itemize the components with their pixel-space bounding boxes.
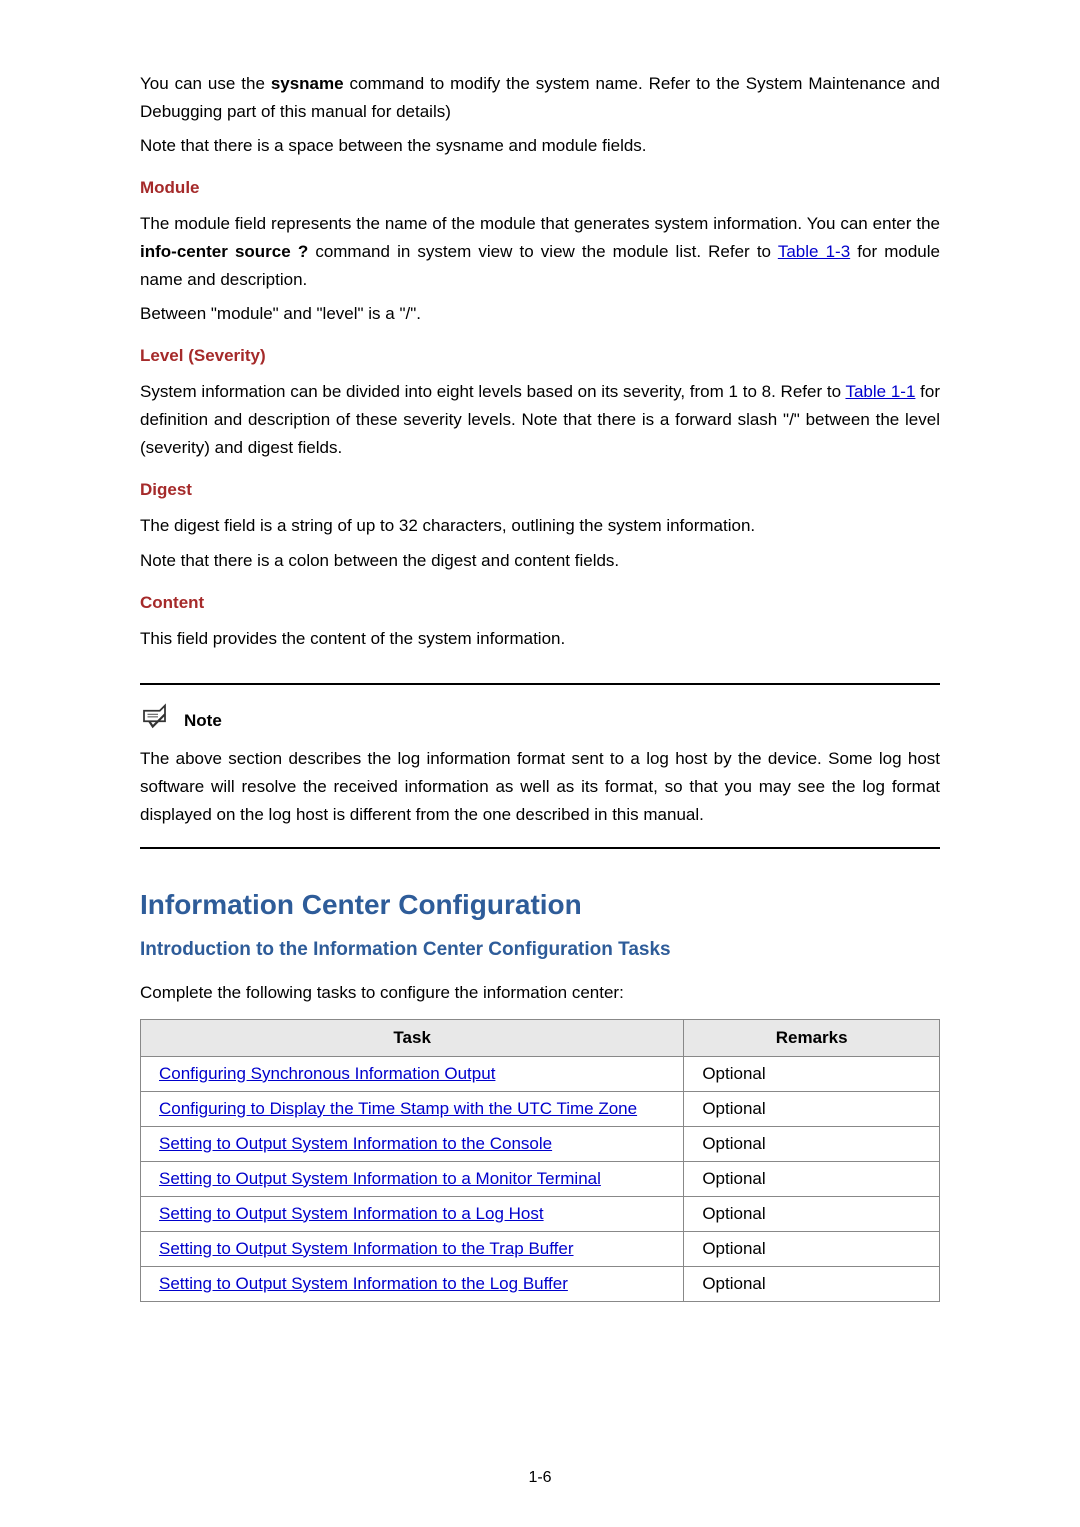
module-p1-c: command in system view to view the modul… bbox=[308, 242, 778, 261]
sysname-bold: sysname bbox=[271, 74, 344, 93]
table-row: Setting to Output System Information to … bbox=[141, 1161, 940, 1196]
content-heading: Content bbox=[140, 593, 940, 613]
table-1-3-link[interactable]: Table 1-3 bbox=[778, 242, 850, 261]
module-heading: Module bbox=[140, 178, 940, 198]
table-1-1-link[interactable]: Table 1-1 bbox=[845, 382, 915, 401]
remark-cell: Optional bbox=[684, 1266, 940, 1301]
level-heading: Level (Severity) bbox=[140, 346, 940, 366]
digest-p1: The digest field is a string of up to 32… bbox=[140, 512, 940, 540]
divider-top bbox=[140, 683, 940, 685]
digest-heading: Digest bbox=[140, 480, 940, 500]
task-link[interactable]: Configuring to Display the Time Stamp wi… bbox=[159, 1099, 637, 1118]
config-h2: Introduction to the Information Center C… bbox=[140, 939, 940, 961]
task-cell: Configuring Synchronous Information Outp… bbox=[141, 1056, 684, 1091]
task-cell: Setting to Output System Information to … bbox=[141, 1126, 684, 1161]
page-number: 1-6 bbox=[0, 1469, 1080, 1487]
intro-p1-a: You can use the bbox=[140, 74, 271, 93]
remark-cell: Optional bbox=[684, 1056, 940, 1091]
intro-p1: You can use the sysname command to modif… bbox=[140, 70, 940, 126]
task-link[interactable]: Setting to Output System Information to … bbox=[159, 1134, 552, 1153]
module-p2: Between "module" and "level" is a "/". bbox=[140, 300, 940, 328]
module-p1: The module field represents the name of … bbox=[140, 210, 940, 294]
infocenter-bold: info-center source ? bbox=[140, 242, 308, 261]
remark-cell: Optional bbox=[684, 1231, 940, 1266]
note-row: Note bbox=[140, 701, 940, 731]
table-row: Setting to Output System Information to … bbox=[141, 1231, 940, 1266]
table-row: Setting to Output System Information to … bbox=[141, 1126, 940, 1161]
task-cell: Configuring to Display the Time Stamp wi… bbox=[141, 1091, 684, 1126]
note-icon bbox=[140, 701, 176, 731]
table-row: Setting to Output System Information to … bbox=[141, 1266, 940, 1301]
table-row: Configuring to Display the Time Stamp wi… bbox=[141, 1091, 940, 1126]
task-cell: Setting to Output System Information to … bbox=[141, 1161, 684, 1196]
task-cell: Setting to Output System Information to … bbox=[141, 1196, 684, 1231]
config-h1: Information Center Configuration bbox=[140, 889, 940, 921]
config-intro: Complete the following tasks to configur… bbox=[140, 979, 940, 1007]
task-link[interactable]: Configuring Synchronous Information Outp… bbox=[159, 1064, 495, 1083]
th-remarks: Remarks bbox=[684, 1019, 940, 1056]
task-link[interactable]: Setting to Output System Information to … bbox=[159, 1274, 568, 1293]
th-task: Task bbox=[141, 1019, 684, 1056]
remark-cell: Optional bbox=[684, 1091, 940, 1126]
table-row: Configuring Synchronous Information Outp… bbox=[141, 1056, 940, 1091]
content-p1: This field provides the content of the s… bbox=[140, 625, 940, 653]
task-link[interactable]: Setting to Output System Information to … bbox=[159, 1169, 601, 1188]
task-link[interactable]: Setting to Output System Information to … bbox=[159, 1239, 574, 1258]
level-p1: System information can be divided into e… bbox=[140, 378, 940, 462]
intro-p2: Note that there is a space between the s… bbox=[140, 132, 940, 160]
module-p1-a: The module field represents the name of … bbox=[140, 214, 940, 233]
note-label: Note bbox=[184, 711, 222, 731]
remark-cell: Optional bbox=[684, 1196, 940, 1231]
task-link[interactable]: Setting to Output System Information to … bbox=[159, 1204, 544, 1223]
note-text: The above section describes the log info… bbox=[140, 745, 940, 829]
task-cell: Setting to Output System Information to … bbox=[141, 1266, 684, 1301]
digest-p2: Note that there is a colon between the d… bbox=[140, 547, 940, 575]
task-table: Task Remarks Configuring Synchronous Inf… bbox=[140, 1019, 940, 1302]
remark-cell: Optional bbox=[684, 1126, 940, 1161]
remark-cell: Optional bbox=[684, 1161, 940, 1196]
divider-bottom bbox=[140, 847, 940, 849]
task-cell: Setting to Output System Information to … bbox=[141, 1231, 684, 1266]
table-row: Setting to Output System Information to … bbox=[141, 1196, 940, 1231]
level-p1-a: System information can be divided into e… bbox=[140, 382, 845, 401]
